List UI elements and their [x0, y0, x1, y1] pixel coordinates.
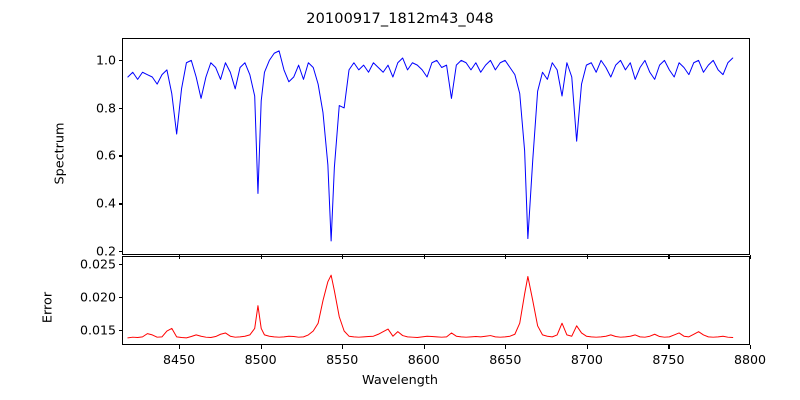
y-tick-label: 1.0	[95, 52, 116, 68]
x-tick-label: 8700	[570, 352, 603, 367]
x-tick-mark	[179, 345, 181, 349]
error-plot-area	[123, 257, 749, 344]
x-tick-mark	[750, 345, 752, 349]
x-tick-label: 8800	[733, 352, 767, 367]
y-tick-mark	[118, 59, 122, 61]
x-tick-mark	[342, 255, 344, 259]
x-tick-label: 8450	[163, 352, 196, 367]
x-tick-mark	[668, 345, 670, 349]
x-tick-mark	[342, 345, 344, 349]
y-tick-mark	[118, 263, 122, 266]
x-tick-label: 8600	[407, 352, 440, 367]
y-tick-label: 0.020	[79, 289, 116, 305]
x-tick-label: 8550	[326, 352, 359, 367]
x-tick-label: 8750	[652, 352, 685, 367]
y-tick-mark	[118, 203, 122, 205]
y-tick-mark	[118, 297, 122, 299]
spectrum-axes	[122, 38, 750, 255]
x-tick-mark	[586, 345, 588, 349]
x-tick-mark	[750, 255, 752, 259]
x-tick-mark	[505, 345, 507, 349]
x-tick-mark	[260, 255, 262, 259]
x-tick-mark	[668, 255, 670, 259]
y-tick-label: 0.8	[95, 100, 116, 116]
y-tick-label: 0.015	[79, 322, 116, 338]
y-tick-label: 0.4	[95, 195, 116, 211]
error-axis-label: Error	[40, 291, 56, 324]
y-tick-label: 0.025	[79, 256, 116, 272]
y-tick-mark	[118, 330, 122, 332]
y-tick-label: 0.6	[95, 147, 116, 163]
spectrum-plot-area	[123, 39, 749, 254]
wavelength-axis-label: Wavelength	[362, 373, 438, 388]
x-tick-label: 8500	[244, 352, 277, 367]
y-tick-mark	[118, 251, 122, 253]
x-tick-mark	[423, 345, 425, 349]
error-line	[128, 275, 733, 338]
figure-title: 20100917_1812m43_048	[306, 11, 494, 27]
x-tick-mark	[179, 255, 181, 259]
spectrum-line	[128, 51, 733, 241]
spectrum-axis-label: Spectrum	[52, 122, 68, 185]
x-tick-mark	[505, 255, 507, 259]
y-tick-mark	[118, 155, 122, 157]
x-tick-mark	[586, 255, 588, 259]
y-tick-label: 0.2	[95, 243, 116, 259]
x-tick-mark	[260, 345, 262, 349]
error-axes	[122, 256, 750, 345]
y-tick-mark	[118, 107, 122, 109]
x-tick-label: 8650	[489, 352, 522, 367]
x-tick-mark	[423, 255, 425, 259]
